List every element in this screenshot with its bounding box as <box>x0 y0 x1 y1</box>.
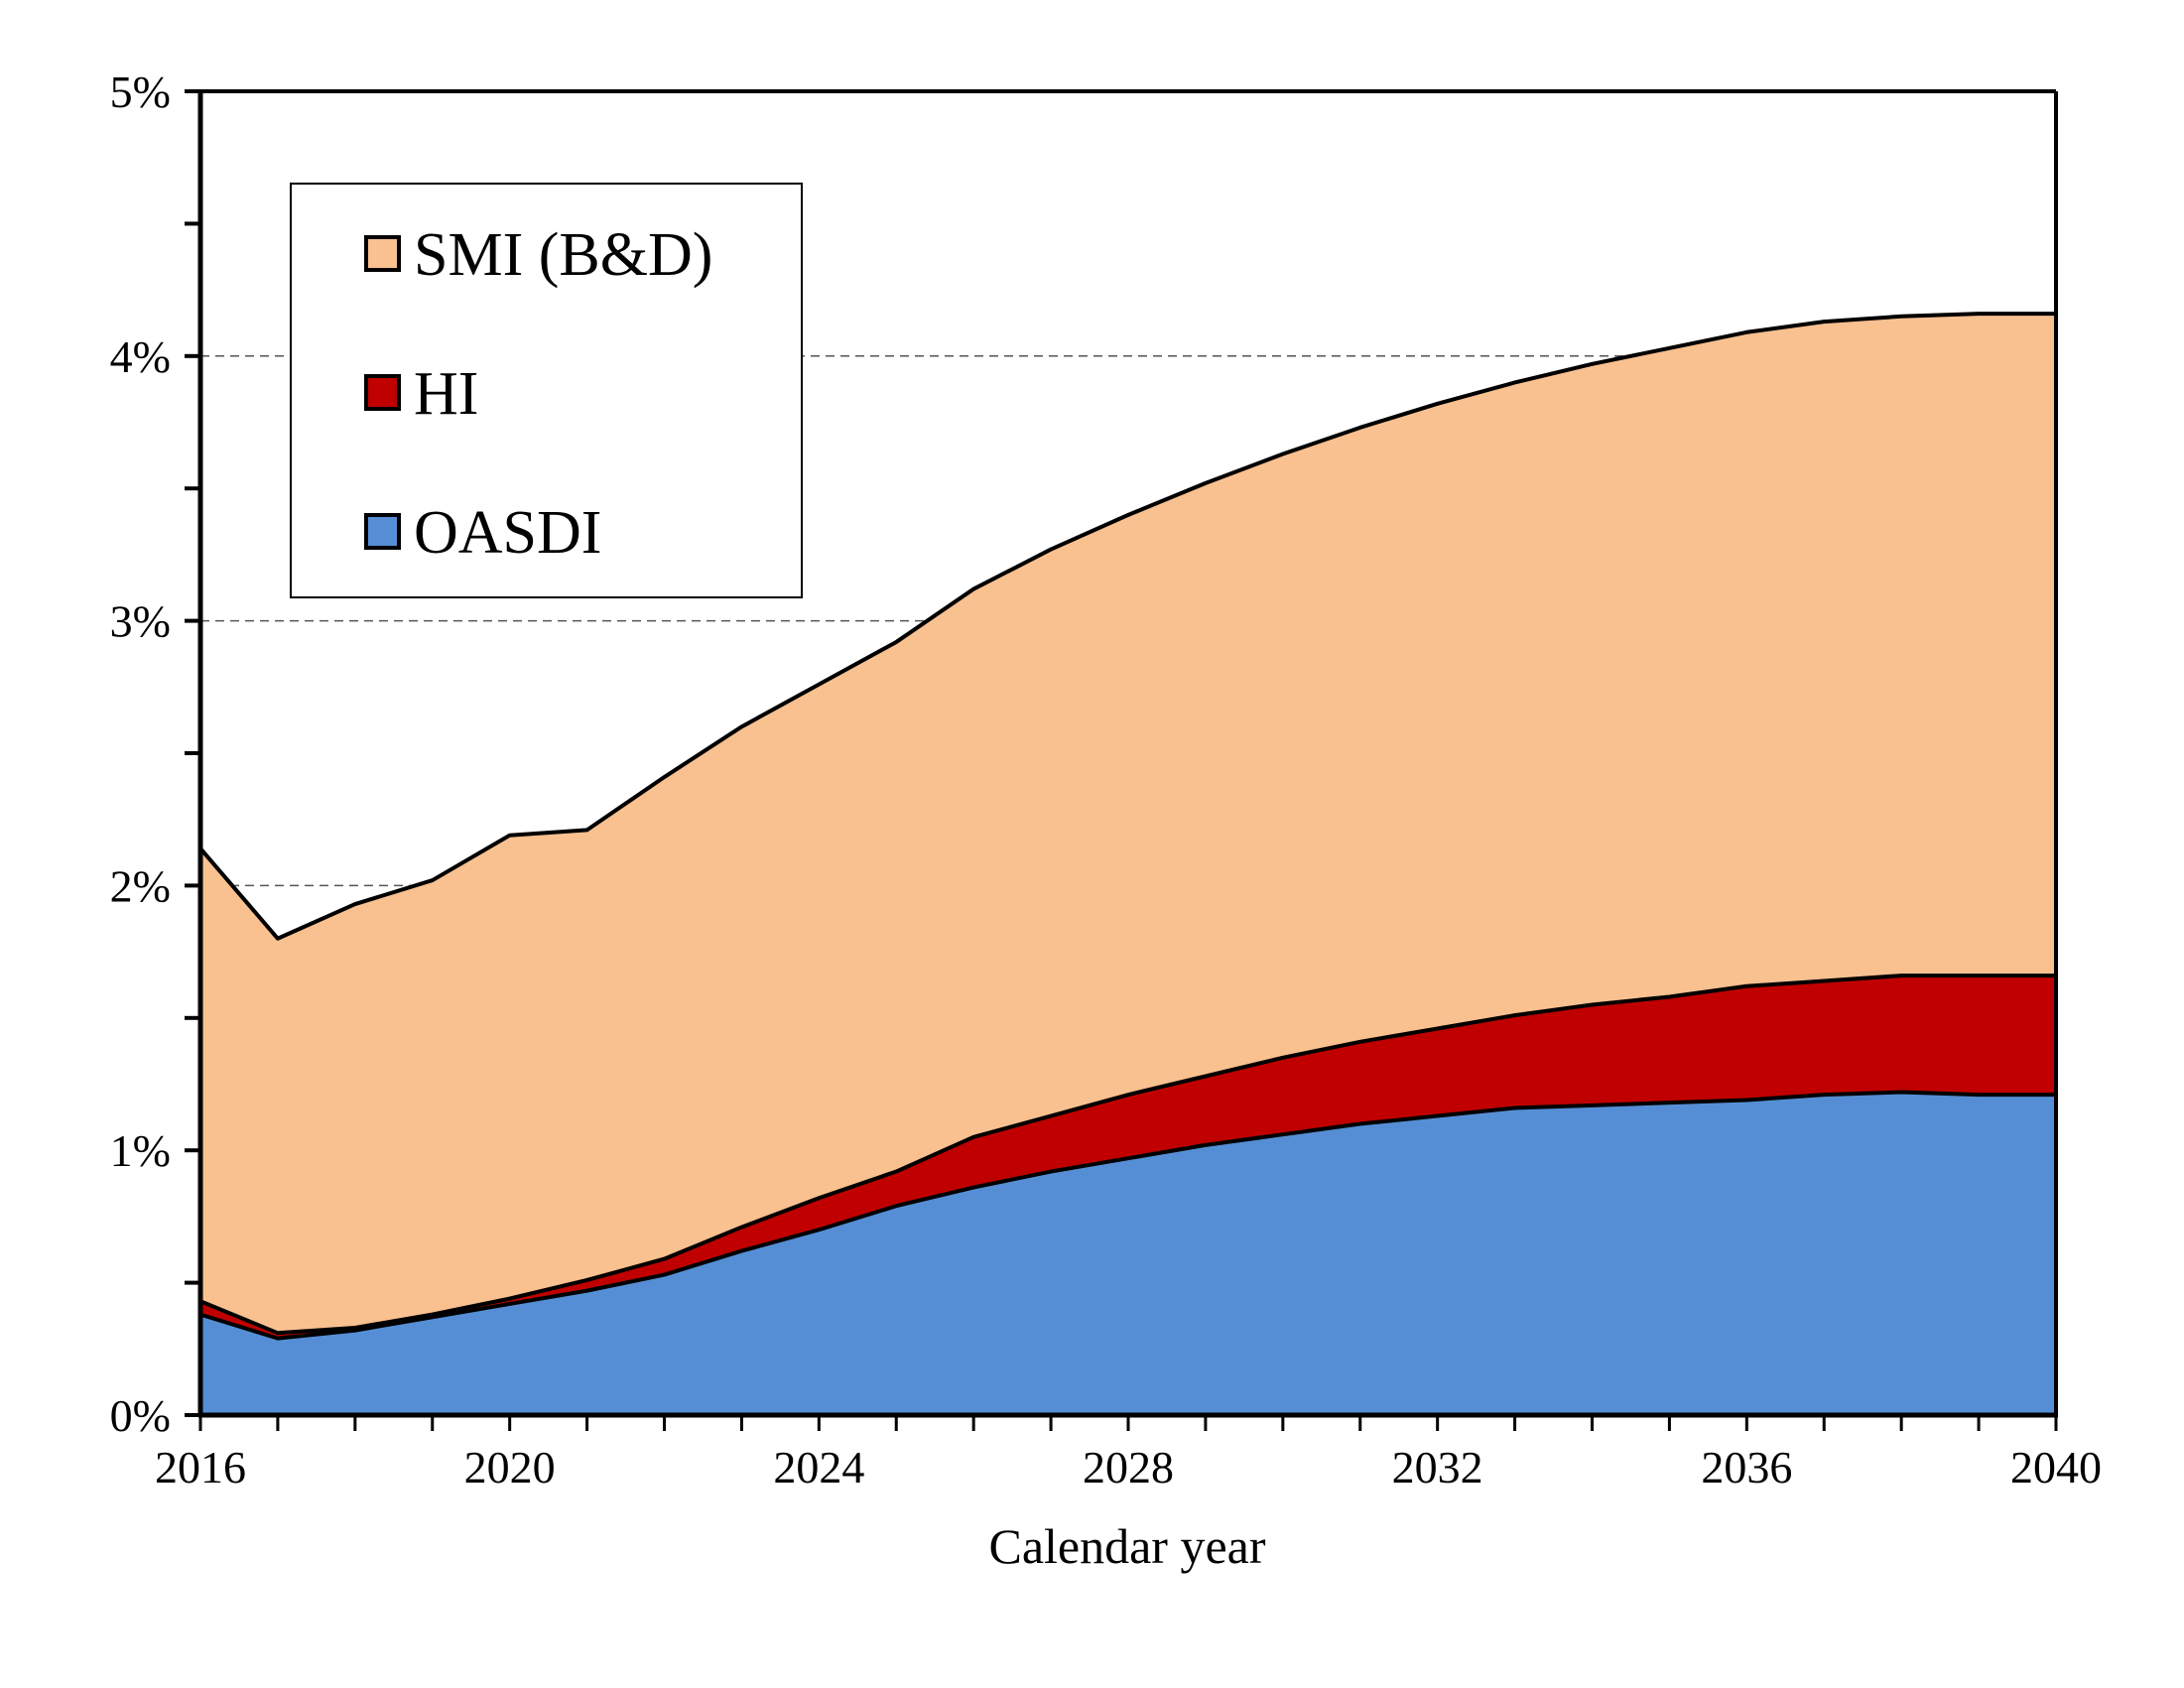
x-axis: 2016 2020 2024 2028 2032 2036 2040 <box>155 1415 2102 1493</box>
x-tick-label: 2016 <box>155 1442 246 1493</box>
line-smi-b-d <box>198 312 2056 941</box>
area-oasdi <box>200 1092 2056 1415</box>
y-tick-label: 4% <box>110 331 171 382</box>
y-tick-label: 1% <box>110 1125 171 1176</box>
legend-swatch-hi <box>364 374 401 411</box>
x-tick-label: 2040 <box>2010 1442 2102 1493</box>
x-tick-label: 2036 <box>1701 1442 1792 1493</box>
x-tick-label: 2020 <box>464 1442 556 1493</box>
y-tick-label: 0% <box>110 1390 171 1441</box>
x-tick-label: 2028 <box>1083 1442 1174 1493</box>
x-tick-label: 2024 <box>773 1442 864 1493</box>
legend-label-hi: HI <box>414 360 478 428</box>
legend-swatch-oasdi <box>364 513 401 550</box>
y-tick-label: 5% <box>110 66 171 117</box>
legend-label-smi-b-d: SMI (B&D) <box>414 221 712 289</box>
y-axis: 0% 1% 2% 3% 4% 5% <box>110 66 200 1441</box>
y-tick-label: 3% <box>110 596 171 647</box>
line-oasdi <box>199 1090 2056 1341</box>
legend-label-oasdi: OASDI <box>414 499 601 567</box>
x-axis-title: Calendar year <box>988 1518 1265 1574</box>
y-tick-label: 2% <box>110 860 171 911</box>
legend: SMI (B&D) HI OASDI <box>290 183 803 598</box>
line-hi <box>199 974 2056 1336</box>
legend-swatch-smi-b-d <box>364 235 401 272</box>
x-tick-label: 2032 <box>1392 1442 1483 1493</box>
stacked-areas <box>198 312 2056 1415</box>
